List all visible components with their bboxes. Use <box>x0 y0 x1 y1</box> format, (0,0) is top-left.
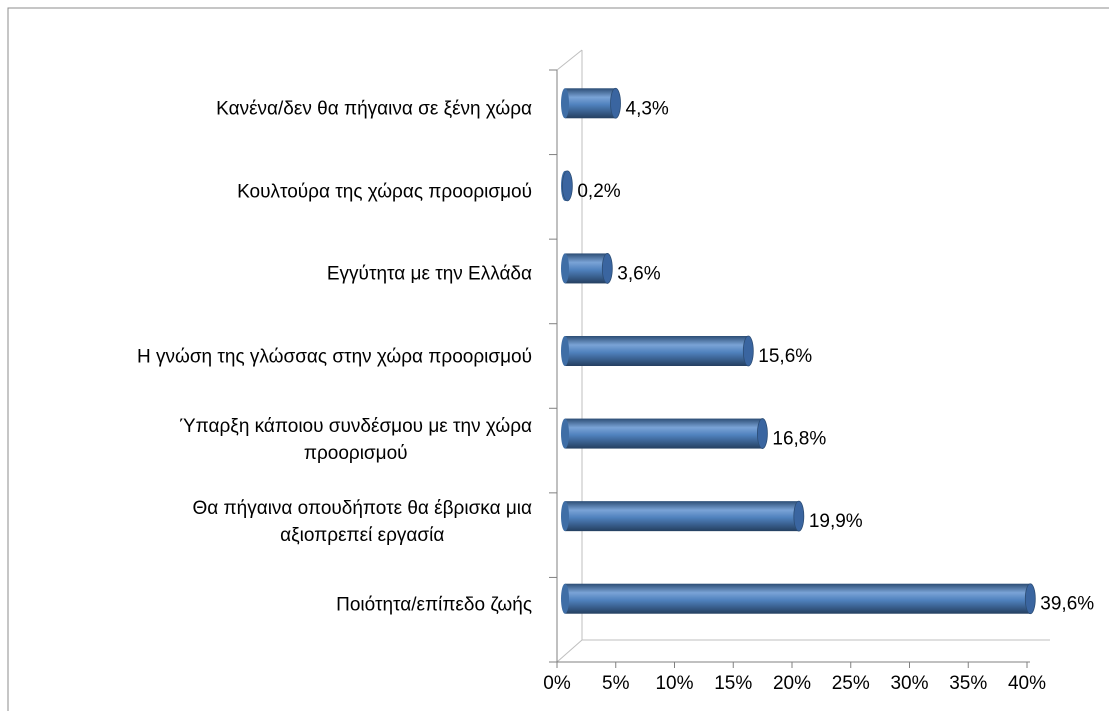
chart-border <box>7 7 1109 711</box>
category-label: Η γνώση της γλώσσας στην χώρα προορισμού <box>137 346 532 368</box>
category-label: Ύπαρξη κάποιου συνδέσμου με την χώρα προ… <box>179 415 532 464</box>
x-tick-label: 15% <box>714 673 752 694</box>
value-label: 15,6% <box>758 346 812 367</box>
category-label: Κανένα/δεν θα πήγαινα σε ξένη χώρα <box>216 98 532 120</box>
category-label: Θα πήγαινα οπουδήποτε θα έβρισκα μια αξι… <box>192 498 533 547</box>
bar-start-cap <box>561 418 569 449</box>
x-tick-label: 5% <box>602 673 630 694</box>
x-tick-label: 10% <box>655 673 693 694</box>
category-label: Κουλτούρα της χώρας προορισμού <box>237 181 532 203</box>
wall-edge <box>556 639 583 663</box>
value-label: 19,9% <box>809 511 863 532</box>
category-label: Ποιότητα/επίπεδο ζωής <box>336 594 532 616</box>
value-label: 4,3% <box>626 98 669 119</box>
x-tick-label: 30% <box>890 673 928 694</box>
bar <box>565 501 799 532</box>
bar <box>565 418 763 449</box>
wall-edge <box>556 49 583 71</box>
bar-start-cap <box>561 501 569 532</box>
bar <box>565 336 749 366</box>
value-label: 3,6% <box>617 263 660 284</box>
x-tick-label: 20% <box>773 673 811 694</box>
value-label: 0,2% <box>577 181 620 202</box>
bar-end-cap <box>610 87 621 119</box>
bar-end-cap <box>601 253 613 284</box>
category-label: Εγγύτητα με την Ελλάδα <box>326 263 532 285</box>
bar-start-cap <box>561 336 569 366</box>
bar-start-cap <box>561 253 569 284</box>
value-label: 39,6% <box>1040 594 1094 615</box>
bar <box>565 88 616 119</box>
bar-end-cap <box>757 418 768 449</box>
bar-start-cap <box>561 88 569 119</box>
bar-end-cap <box>561 170 573 202</box>
bar-end-cap <box>793 500 805 532</box>
x-tick-label: 25% <box>832 673 870 694</box>
bar-start-cap <box>561 583 569 614</box>
x-tick-label: 35% <box>949 673 987 694</box>
x-tick-label: 40% <box>1008 673 1046 694</box>
bar-end-cap <box>1024 583 1036 615</box>
bar <box>565 583 1031 614</box>
x-tick-label: 0% <box>543 673 571 694</box>
bar-end-cap <box>742 335 754 367</box>
bar <box>565 253 608 284</box>
value-label: 16,8% <box>772 429 826 450</box>
